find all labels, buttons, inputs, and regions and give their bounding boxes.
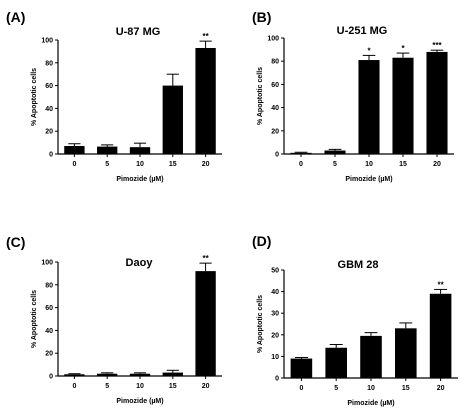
bar bbox=[290, 152, 312, 154]
y-tick-label: 80 bbox=[45, 282, 53, 289]
bar bbox=[64, 374, 85, 376]
x-tick-label: 10 bbox=[367, 385, 375, 392]
bar bbox=[426, 51, 448, 154]
bar bbox=[129, 373, 151, 376]
bar bbox=[360, 335, 382, 378]
significance-label: *** bbox=[432, 41, 442, 50]
x-axis-label: Pimozide (µM) bbox=[345, 176, 392, 183]
y-tick-label: 40 bbox=[271, 289, 279, 296]
y-tick-label: 10 bbox=[271, 354, 279, 361]
panel-c: (C) Daoy 0 20 40 60 80 100 % Apoptotic cells 0 5 10… bbox=[6, 234, 222, 405]
significance-label: * bbox=[401, 44, 405, 53]
significance-label: * bbox=[367, 46, 371, 55]
bar bbox=[195, 271, 216, 376]
panel-title: U-87 MG bbox=[116, 26, 161, 38]
bar bbox=[358, 60, 380, 154]
y-tick-label: 100 bbox=[267, 36, 279, 43]
significance-label: ** bbox=[437, 280, 444, 289]
x-axis-label: Pimozide (µM) bbox=[116, 398, 163, 405]
panel-letter: (A) bbox=[6, 9, 25, 25]
x-tick-label: 5 bbox=[105, 383, 109, 390]
bar bbox=[429, 293, 452, 378]
x-tick-label: 15 bbox=[169, 161, 177, 168]
y-axis-label: % Apoptotic cells bbox=[257, 67, 264, 125]
panel-title: Daoy bbox=[126, 257, 154, 269]
bar bbox=[324, 150, 346, 154]
x-tick-label: 20 bbox=[202, 383, 210, 390]
bar bbox=[395, 328, 417, 378]
y-tick-label: 40 bbox=[45, 328, 53, 335]
y-tick-label: 20 bbox=[271, 128, 279, 135]
bar bbox=[97, 146, 118, 154]
y-tick-label: 0 bbox=[275, 376, 279, 383]
bar bbox=[392, 57, 414, 154]
y-tick-label: 40 bbox=[271, 105, 279, 112]
x-tick-label: 20 bbox=[202, 161, 210, 168]
y-axis-label: % Apoptotic cells bbox=[257, 295, 264, 353]
bar bbox=[64, 146, 85, 154]
y-tick-label: 80 bbox=[271, 59, 279, 66]
x-tick-label: 15 bbox=[399, 161, 407, 168]
bar bbox=[162, 372, 183, 376]
y-tick-label: 0 bbox=[49, 374, 53, 381]
bar bbox=[129, 147, 151, 154]
y-axis-label: % Apoptotic cells bbox=[31, 290, 38, 348]
x-tick-label: 0 bbox=[72, 383, 76, 390]
y-tick-label: 50 bbox=[271, 268, 279, 275]
x-tick-label: 5 bbox=[105, 161, 109, 168]
x-tick-label: 20 bbox=[437, 385, 445, 392]
x-tick-label: 20 bbox=[433, 161, 441, 168]
x-tick-label: 10 bbox=[136, 161, 144, 168]
y-tick-label: 20 bbox=[271, 332, 279, 339]
panel-a: (A) U-87 MG 0 20 40 60 80 100 % Apoptotic cells 0… bbox=[6, 9, 222, 183]
x-tick-label: 10 bbox=[365, 161, 373, 168]
y-tick-label: 60 bbox=[271, 82, 279, 89]
y-tick-label: 60 bbox=[45, 83, 53, 90]
panel-letter: (D) bbox=[252, 233, 271, 249]
x-axis-label: Pimozide (µM) bbox=[347, 400, 394, 407]
x-tick-label: 0 bbox=[72, 161, 76, 168]
y-tick-label: 0 bbox=[49, 152, 53, 159]
significance-label: ** bbox=[202, 254, 209, 263]
y-tick-label: 30 bbox=[271, 311, 279, 318]
x-tick-label: 5 bbox=[334, 385, 338, 392]
bar bbox=[325, 347, 347, 378]
y-tick-label: 40 bbox=[45, 106, 53, 113]
x-tick-label: 0 bbox=[299, 161, 303, 168]
bar bbox=[97, 373, 118, 376]
panel-letter: (C) bbox=[6, 234, 25, 250]
panel-d: (D) GBM 28 0 10 20 30 40 50 % Apoptotic cells 0 5 1… bbox=[252, 233, 458, 407]
significance-label: ** bbox=[202, 32, 209, 41]
x-tick-label: 15 bbox=[169, 383, 177, 390]
y-tick-label: 0 bbox=[275, 152, 279, 159]
x-axis-label: Pimozide (µM) bbox=[116, 176, 163, 183]
y-tick-label: 100 bbox=[41, 260, 53, 267]
y-tick-label: 20 bbox=[45, 351, 53, 358]
x-tick-label: 5 bbox=[333, 161, 337, 168]
x-tick-label: 10 bbox=[136, 383, 144, 390]
panel-title: GBM 28 bbox=[338, 259, 379, 271]
bar bbox=[290, 358, 313, 378]
bar bbox=[195, 47, 216, 155]
x-tick-label: 15 bbox=[402, 385, 410, 392]
panel-title: U-251 MG bbox=[337, 25, 388, 37]
bar bbox=[162, 85, 183, 154]
y-tick-label: 20 bbox=[45, 129, 53, 136]
panel-letter: (B) bbox=[252, 9, 271, 25]
y-tick-label: 60 bbox=[45, 305, 53, 312]
x-tick-label: 0 bbox=[299, 385, 303, 392]
y-tick-label: 80 bbox=[45, 60, 53, 67]
y-axis-label: % Apoptotic cells bbox=[31, 68, 38, 126]
y-tick-label: 100 bbox=[41, 38, 53, 45]
